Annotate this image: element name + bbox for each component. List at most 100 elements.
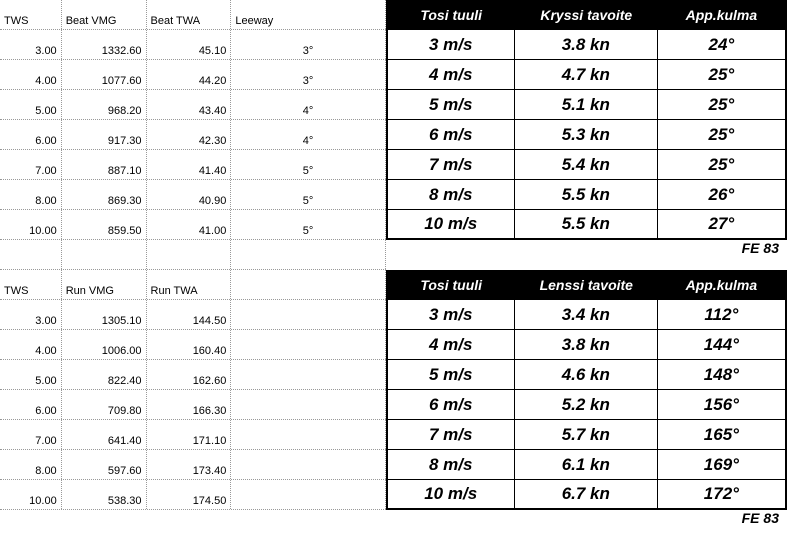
cell-target: 5.5 kn [515, 210, 658, 238]
lower-left-table: TWS Run VMG Run TWA 3.001305.10144.504.0… [0, 270, 386, 532]
col-header: TWS [0, 270, 62, 299]
table-row: 10.00538.30174.50 [0, 480, 386, 510]
table-row: 6.00917.3042.304° [0, 120, 386, 150]
cell-vmg: 869.30 [62, 180, 147, 209]
cell-tws: 5.00 [0, 360, 62, 389]
upper-panel: TWS Beat VMG Beat TWA Leeway 3.001332.60… [0, 0, 787, 270]
table-row: 3 m/s3.8 kn24° [386, 30, 787, 60]
cell-wind: 8 m/s [388, 450, 515, 479]
table-row: 3.001332.6045.103° [0, 30, 386, 60]
cell-wind: 5 m/s [388, 90, 515, 119]
table-row: 4.001006.00160.40 [0, 330, 386, 360]
cell-wind: 7 m/s [388, 150, 515, 179]
cell-angle: 144° [658, 330, 785, 359]
cell-target: 3.4 kn [515, 300, 658, 329]
table-row: 8 m/s6.1 kn169° [386, 450, 787, 480]
cell-target: 4.6 kn [515, 360, 658, 389]
cell-target: 5.7 kn [515, 420, 658, 449]
col-header: Kryssi tavoite [515, 2, 658, 28]
cell-vmg: 859.50 [62, 210, 147, 239]
table-row: 7 m/s5.7 kn165° [386, 420, 787, 450]
table-row: 5.00968.2043.404° [0, 90, 386, 120]
cell-target: 3.8 kn [515, 330, 658, 359]
cell-wind: 5 m/s [388, 360, 515, 389]
table-row: 3 m/s3.4 kn112° [386, 300, 787, 330]
table-row: 7 m/s5.4 kn25° [386, 150, 787, 180]
cell-twa: 41.40 [147, 150, 232, 179]
cell-angle: 25° [658, 90, 785, 119]
table-row: 5 m/s5.1 kn25° [386, 90, 787, 120]
cell-angle: 165° [658, 420, 785, 449]
cell-tws: 4.00 [0, 60, 62, 89]
cell-tws: 7.00 [0, 150, 62, 179]
table-row: 7.00641.40171.10 [0, 420, 386, 450]
upper-left-table: TWS Beat VMG Beat TWA Leeway 3.001332.60… [0, 0, 386, 270]
col-header: Beat VMG [62, 0, 147, 29]
cell-wind: 6 m/s [388, 390, 515, 419]
cell-vmg: 709.80 [62, 390, 147, 419]
cell-target: 5.3 kn [515, 120, 658, 149]
cell-twa: 44.20 [147, 60, 232, 89]
boat-label: FE 83 [386, 510, 787, 532]
cell-target: 6.7 kn [515, 480, 658, 508]
table-row: 5 m/s4.6 kn148° [386, 360, 787, 390]
cell-angle: 26° [658, 180, 785, 209]
cell-tws: 7.00 [0, 420, 62, 449]
col-header: Run VMG [62, 270, 147, 299]
cell-vmg: 1006.00 [62, 330, 147, 359]
table-row: 6 m/s5.2 kn156° [386, 390, 787, 420]
cell-target: 5.5 kn [515, 180, 658, 209]
cell-vmg: 822.40 [62, 360, 147, 389]
table-row: 8.00869.3040.905° [0, 180, 386, 210]
cell-angle: 25° [658, 60, 785, 89]
table-row: 7.00887.1041.405° [0, 150, 386, 180]
cell-twa: 144.50 [147, 300, 232, 329]
cell-vmg: 1305.10 [62, 300, 147, 329]
cell-angle: 169° [658, 450, 785, 479]
cell-angle: 25° [658, 150, 785, 179]
col-header [231, 270, 385, 299]
table-row: 3.001305.10144.50 [0, 300, 386, 330]
cell-vmg: 641.40 [62, 420, 147, 449]
cell-tws: 3.00 [0, 300, 62, 329]
boat-label: FE 83 [386, 240, 787, 262]
col-header: Tosi tuuli [388, 272, 515, 298]
cell-angle: 156° [658, 390, 785, 419]
cell-wind: 7 m/s [388, 420, 515, 449]
cell-vmg: 917.30 [62, 120, 147, 149]
col-header: TWS [0, 0, 62, 29]
table-row: 4 m/s3.8 kn144° [386, 330, 787, 360]
col-header: App.kulma [658, 2, 785, 28]
table-row: 5.00822.40162.60 [0, 360, 386, 390]
cell-leeway: 3° [231, 60, 385, 89]
right-header-row: Tosi tuuli Kryssi tavoite App.kulma [386, 0, 787, 30]
left-header-row: TWS Beat VMG Beat TWA Leeway [0, 0, 386, 30]
col-header: App.kulma [658, 272, 785, 298]
cell-wind: 10 m/s [388, 480, 515, 508]
cell-vmg: 1077.60 [62, 60, 147, 89]
cell-vmg: 887.10 [62, 150, 147, 179]
cell-twa: 173.40 [147, 450, 232, 479]
col-header: Leeway [231, 0, 385, 29]
lower-panel: TWS Run VMG Run TWA 3.001305.10144.504.0… [0, 270, 787, 532]
cell-leeway [231, 360, 385, 389]
cell-leeway: 5° [231, 210, 385, 239]
left-header-row: TWS Run VMG Run TWA [0, 270, 386, 300]
table-row: 8.00597.60173.40 [0, 450, 386, 480]
cell-twa: 43.40 [147, 90, 232, 119]
cell-tws: 6.00 [0, 390, 62, 419]
cell-leeway: 4° [231, 120, 385, 149]
cell-tws: 4.00 [0, 330, 62, 359]
cell-leeway [231, 420, 385, 449]
cell-angle: 24° [658, 30, 785, 59]
cell-leeway [231, 450, 385, 479]
table-row: 10 m/s6.7 kn172° [386, 480, 787, 510]
cell-angle: 112° [658, 300, 785, 329]
cell-angle: 172° [658, 480, 785, 508]
table-row: 8 m/s5.5 kn26° [386, 180, 787, 210]
cell-tws: 8.00 [0, 450, 62, 479]
empty-row [0, 240, 386, 270]
table-row: 10.00859.5041.005° [0, 210, 386, 240]
cell-wind: 6 m/s [388, 120, 515, 149]
cell-vmg: 968.20 [62, 90, 147, 119]
